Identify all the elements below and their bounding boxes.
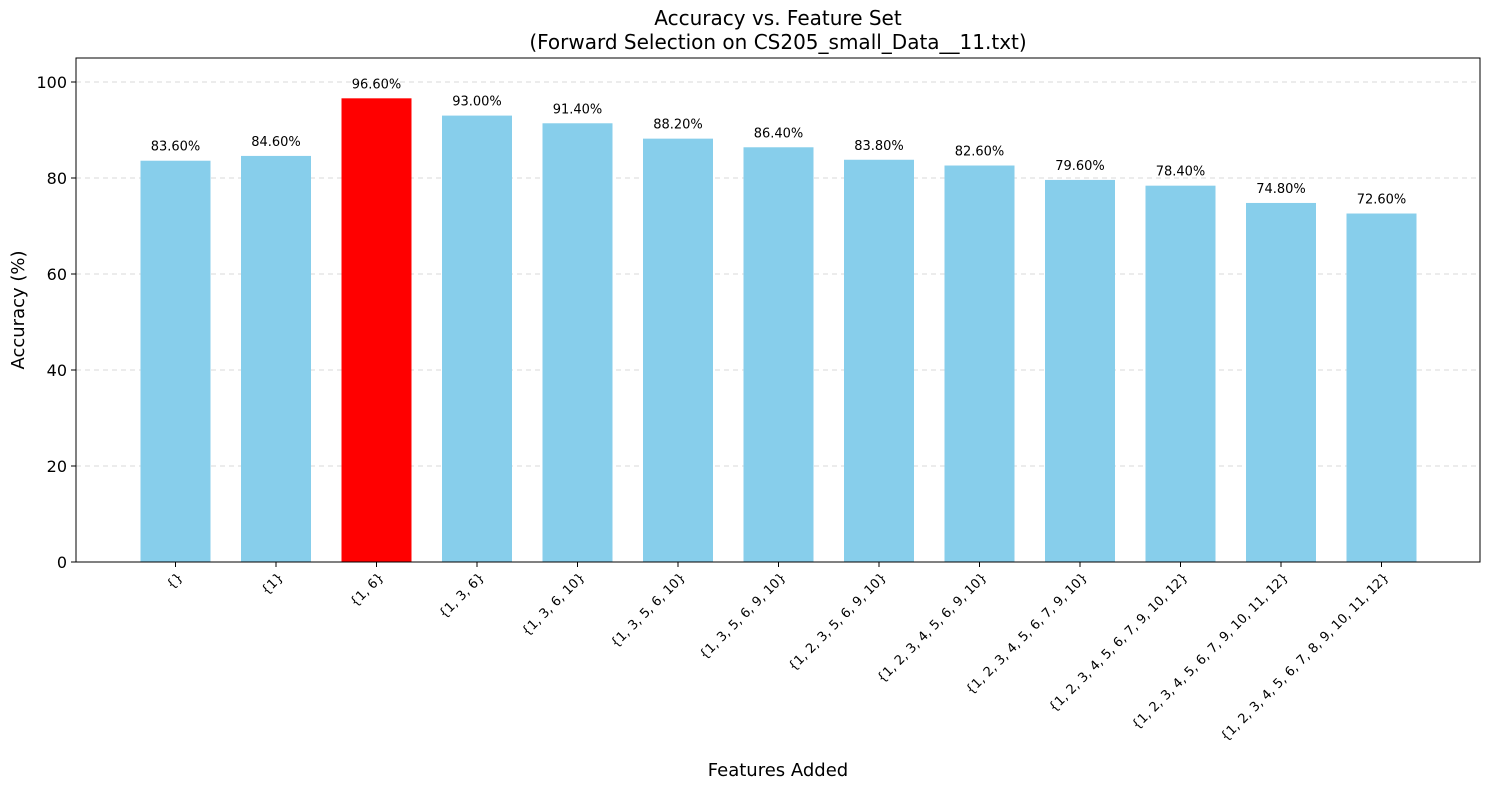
- x-tick-label: {1}: [259, 570, 287, 598]
- bar: [1145, 185, 1216, 562]
- bar-value-label: 91.40%: [553, 102, 603, 117]
- bar: [542, 123, 613, 562]
- bar: [944, 165, 1015, 562]
- bars: [140, 98, 1417, 563]
- bar-value-label: 72.60%: [1357, 193, 1407, 208]
- bar: [442, 115, 512, 562]
- x-tick-label: {1, 3, 6, 10}: [519, 570, 588, 639]
- y-tick-label: 0: [57, 553, 67, 572]
- bar-value-labels: 83.60% 84.60% 96.60% 93.00% 91.40% 88.20% 86.4…: [151, 77, 1407, 207]
- bar: [844, 159, 914, 562]
- x-tick-label: {1, 3, 5, 6, 10}: [608, 570, 689, 651]
- bar-value-label: 78.40%: [1156, 165, 1206, 180]
- x-axis-ticks: {} {1} {1, 6} {1, 3, 6} {1, 3, 6, 10} {1, 3, …: [164, 562, 1392, 745]
- bar-value-label: 93.00%: [452, 95, 502, 110]
- x-tick-label: {1, 3, 6}: [436, 570, 488, 622]
- bar: [1045, 179, 1115, 563]
- y-tick-label: 60: [47, 265, 67, 284]
- bar-value-label: 74.80%: [1256, 182, 1306, 197]
- bar: [140, 160, 211, 562]
- chart-title: Accuracy vs. Feature Set: [654, 6, 902, 30]
- x-tick-label: {1, 2, 3, 4, 5, 6, 7, 9, 10, 11, 12}: [1129, 570, 1292, 733]
- y-tick-label: 40: [47, 361, 67, 380]
- x-tick-label: {}: [164, 570, 186, 592]
- bar-value-label: 83.80%: [854, 139, 904, 154]
- x-axis-label: Features Added: [708, 760, 848, 781]
- y-axis-ticks: 0 20 40 60 80 100: [36, 73, 76, 572]
- bar-value-label: 96.60%: [352, 77, 402, 92]
- bar-value-label: 84.60%: [251, 135, 301, 150]
- y-tick-label: 100: [36, 73, 67, 92]
- bar-value-label: 79.60%: [1055, 159, 1105, 174]
- bar-value-label: 88.20%: [653, 118, 703, 133]
- x-tick-label: {1, 2, 3, 5, 6, 9, 10}: [786, 570, 890, 674]
- bar-value-label: 82.60%: [955, 145, 1005, 160]
- bar-value-label: 83.60%: [151, 140, 201, 155]
- bar: [643, 138, 713, 562]
- bar-highlighted: [341, 98, 412, 562]
- bar: [1346, 213, 1417, 562]
- x-tick-label: {1, 3, 5, 6, 9, 10}: [697, 570, 789, 662]
- chart-subtitle: (Forward Selection on CS205_small_Data__…: [529, 30, 1026, 54]
- bar: [743, 147, 814, 562]
- bar: [241, 155, 311, 563]
- y-tick-label: 80: [47, 169, 67, 188]
- x-tick-label: {1, 2, 3, 4, 5, 6, 9, 10}: [874, 570, 990, 686]
- x-tick-label: {1, 6}: [347, 570, 387, 610]
- y-axis-label: Accuracy (%): [8, 250, 29, 369]
- bar-value-label: 86.40%: [754, 126, 804, 141]
- y-tick-label: 20: [47, 457, 67, 476]
- bar: [1246, 202, 1316, 562]
- x-tick-label: {1, 2, 3, 4, 5, 6, 7, 8, 9, 10, 11, 12}: [1218, 570, 1392, 744]
